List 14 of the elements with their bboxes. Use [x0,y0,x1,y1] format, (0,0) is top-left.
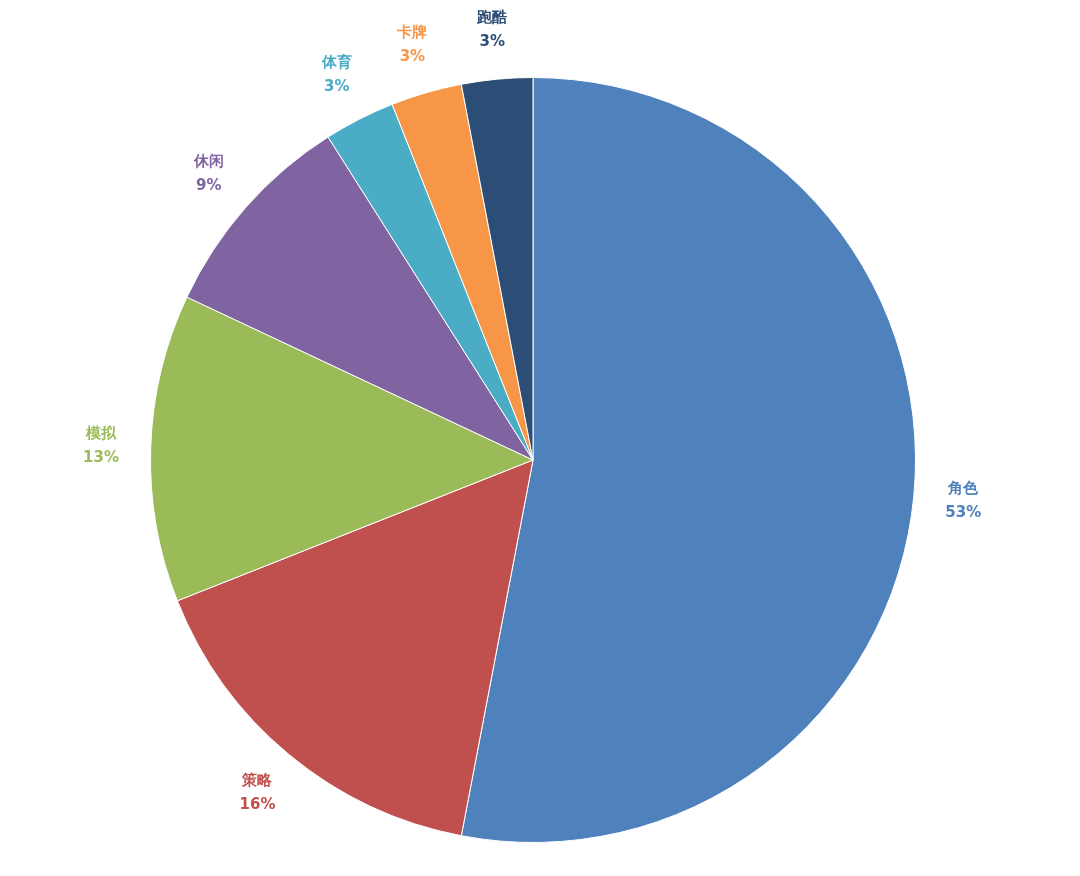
data-label: 13% [83,448,119,467]
slice-label: 角色 [947,478,980,497]
data-label: 3% [324,76,350,95]
slice-label: 休闲 [192,152,224,171]
slice-label: 卡牌 [396,22,428,41]
slice-label: 模拟 [84,424,117,443]
data-label: 3% [479,31,506,50]
data-label: 3% [399,46,426,65]
slice-label: 体育 [320,52,352,71]
slice-label: 策略 [241,770,274,789]
slice-label: 跑酷 [476,7,508,26]
data-label: 53% [945,502,982,521]
data-label: 9% [196,176,222,195]
data-label: 16% [239,794,276,813]
